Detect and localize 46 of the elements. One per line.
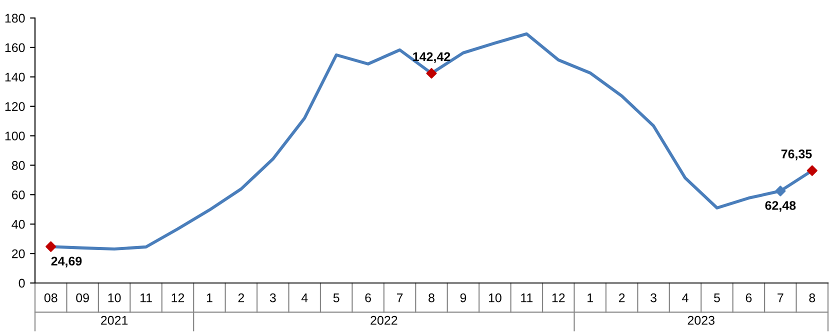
text: 2023 [688, 316, 714, 325]
x-tick-label: 5 [333, 294, 340, 302]
x-tick-label: 7 [778, 294, 784, 302]
x-tick-label: 08 [44, 293, 58, 302]
x-tick-label: 4 [301, 294, 308, 302]
data-label: 62,48 [765, 201, 796, 212]
x-tick-label: 8 [809, 293, 816, 302]
y-tick-label: 160 [5, 43, 25, 52]
x-tick-label: 09 [76, 293, 89, 302]
y-tick-label: 60 [12, 190, 25, 200]
y-tick-label: 120 [5, 102, 25, 111]
point [46, 241, 56, 252]
x-tick-label: 10 [108, 293, 121, 302]
x-tick-label: 12 [552, 293, 565, 302]
y-tick-label: 20 [12, 249, 25, 258]
text: 2022 [370, 316, 398, 325]
text: 2021 [101, 316, 128, 325]
x-tick-label: 11 [521, 294, 533, 302]
x-tick-label: 7 [396, 294, 403, 302]
x-tick-label: 3 [270, 293, 276, 302]
y-tick-label: 0 [18, 278, 25, 288]
x-tick-label: 6 [365, 293, 371, 302]
y-tick-label: 140 [5, 72, 25, 82]
x-tick-label: 5 [714, 294, 720, 302]
x-tick-label: 9 [460, 293, 466, 302]
point [806, 165, 818, 176]
x-tick-label: 3 [650, 293, 656, 302]
x-tick-label: 1 [588, 294, 593, 302]
x-tick-label: 2 [238, 293, 244, 302]
x-tick-label: 8 [428, 293, 434, 302]
x-tick-label: 6 [746, 293, 752, 302]
data-label: 24,69 [51, 256, 82, 268]
x-tick-label: 11 [140, 294, 152, 302]
x-tick-label: 4 [682, 294, 688, 302]
x-tick-label: 10 [488, 293, 502, 302]
y-tick-label: 100 [5, 132, 25, 140]
point [426, 68, 437, 79]
data-label: 142,42 [413, 52, 450, 63]
y-tick-label: 40 [12, 220, 25, 229]
y-tick-label: 180 [5, 14, 25, 23]
x-tick-label: 2 [618, 293, 625, 302]
x-tick-label: 12 [172, 293, 184, 302]
y-tick-label: 80 [12, 161, 25, 170]
point [775, 186, 786, 196]
data-label: 76,35 [781, 150, 812, 160]
x-tick-label: 1 [206, 294, 212, 302]
